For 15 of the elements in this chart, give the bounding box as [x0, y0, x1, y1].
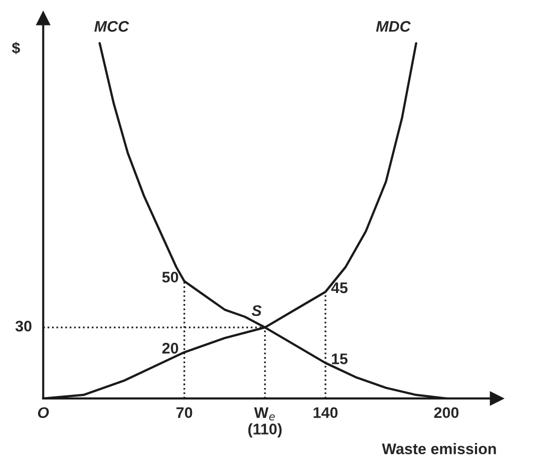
annotation: S [252, 305, 262, 316]
x-axis-title: Waste emission [382, 443, 496, 454]
annotation: 15 [332, 354, 348, 364]
annotation: MDC [376, 21, 411, 32]
y-axis-title: $ [12, 42, 20, 54]
annotation: MCC [94, 21, 130, 32]
x-tick-label: W$_{e}$ (110) [248, 407, 282, 438]
annotation: 30 [15, 320, 32, 332]
x-tick-label: 70 [176, 407, 192, 418]
annotation: 45 [331, 282, 348, 294]
annotation: 50 [162, 272, 178, 283]
x-tick-label: 200 [434, 407, 459, 418]
x-tick-label: O [38, 407, 49, 418]
x-tick-label: 140 [314, 407, 338, 418]
annotation: 20 [162, 342, 178, 354]
